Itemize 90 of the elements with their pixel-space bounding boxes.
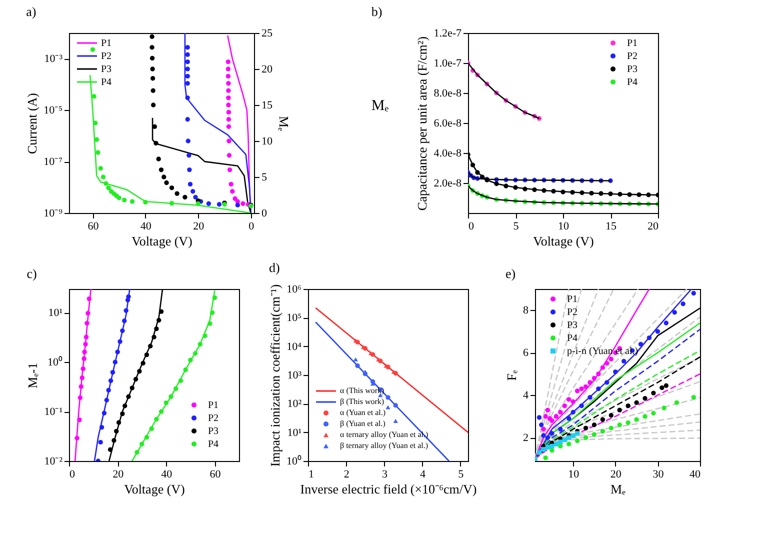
y-tick-label: 10⁴ — [286, 340, 302, 353]
y-tick-label: 10⁻² — [44, 456, 64, 468]
y-axis-title: Impact ionization coefficient(cm⁻¹) — [268, 284, 282, 467]
y-tick-label: 6.0e-8 — [434, 118, 462, 130]
legend-label: P2 — [627, 51, 638, 62]
legend-label: β (Yuan et al.) — [340, 419, 386, 428]
y-tick-label: 10³ — [287, 370, 302, 382]
y-tick-label: 8.0e-8 — [434, 88, 462, 100]
x-tick-label: 5 — [458, 468, 464, 480]
x-tick-label: 40 — [161, 468, 173, 480]
y-tick-label: 4 — [523, 390, 529, 402]
y-tick-label: 2 — [523, 432, 528, 444]
y-tick-label: 8 — [523, 304, 529, 317]
legend-label: P4 — [627, 77, 638, 88]
y2-tick-label: 5 — [262, 172, 268, 184]
x-tick-label: 0 — [248, 220, 255, 232]
y-tick-label: 1.0e-7 — [434, 58, 462, 70]
y-tick-label: 10⁻³ — [44, 53, 64, 66]
y-axis-title: Current (A) — [24, 92, 40, 154]
chart-title: d) — [269, 260, 280, 275]
x-tick-label: 40 — [140, 220, 152, 232]
legend-label: P1 — [101, 38, 112, 49]
y-axis-title: Mₑ-1 — [25, 362, 40, 388]
x-tick-label: 2 — [344, 468, 350, 480]
y-tick-label: 10⁻⁵ — [44, 104, 63, 117]
y-tick-label: 10⁵ — [286, 312, 302, 324]
y-tick-label: 10⁰ — [48, 356, 62, 369]
x-tick-label: 15 — [606, 220, 617, 232]
y-tick-label: 10⁻¹ — [44, 406, 62, 418]
y-tick-label: 4.0e-8 — [434, 148, 462, 160]
y2-tick-label: 10 — [262, 136, 273, 148]
x-tick-label: 0 — [70, 468, 76, 480]
x-tick-label: 10 — [568, 468, 580, 480]
legend-label: P1 — [567, 294, 578, 305]
legend-label: P1 — [627, 38, 638, 49]
x-tick-label: 20 — [648, 220, 659, 232]
x-tick-label: 20 — [193, 220, 205, 232]
legend-label: P3 — [101, 64, 112, 75]
x-tick-label: 60 — [210, 468, 222, 480]
chart-title: c) — [26, 266, 37, 281]
legend-label: P4 — [208, 439, 219, 450]
x-axis-title: Inverse electric field (×10⁻⁶cm/V) — [300, 482, 477, 496]
legend-label: β ternary alloy (Yuan et al.) — [340, 441, 428, 450]
y-tick-label: 6 — [523, 347, 529, 360]
x-axis-title: Voltage (V) — [132, 234, 192, 248]
x-tick-label: 40 — [690, 468, 701, 480]
x-tick-label: 60 — [88, 220, 100, 232]
chart-title: e) — [506, 266, 516, 281]
y-tick-label: 10¹ — [287, 426, 302, 439]
y-tick-label: 10² — [287, 398, 302, 410]
legend-label: P1 — [208, 400, 219, 411]
y-tick-label: 1.2e-7 — [434, 28, 462, 40]
x-axis-title: Voltage (V) — [533, 234, 594, 248]
x-tick-label: 1 — [308, 468, 314, 480]
x-axis-title: Mₑ — [610, 482, 626, 496]
x-tick-label: 0 — [468, 220, 474, 232]
y-tick-label: 10⁶ — [286, 284, 302, 296]
chart-title: a) — [26, 4, 36, 19]
x-tick-label: 30 — [652, 468, 664, 480]
legend-label: P4 — [101, 77, 112, 88]
y-axis-title: Fₑ — [504, 370, 519, 381]
y-tick-label: 10¹ — [48, 307, 62, 320]
text: Mₑ — [371, 98, 389, 114]
y2-tick-label: 0 — [262, 208, 268, 220]
y2-tick-label: 15 — [262, 100, 273, 112]
y-tick-label: 10⁰ — [286, 454, 302, 468]
y-tick-label: 10⁻⁷ — [44, 156, 63, 168]
legend-label: β (This work) — [340, 397, 384, 406]
x-tick-label: 4 — [420, 468, 426, 480]
x-tick-label: 20 — [610, 468, 622, 480]
legend-label: P3 — [208, 426, 219, 437]
x-tick-label: 10 — [558, 220, 570, 232]
x-tick-label: 20 — [112, 468, 124, 480]
x-tick-label: 5 — [513, 220, 520, 232]
legend-label: P2 — [567, 307, 578, 318]
y-tick-label: 2.0e-8 — [434, 178, 462, 190]
legend-label: P4 — [567, 333, 578, 344]
y2-tick-label: 20 — [262, 64, 273, 76]
y-axis-title: Capacitance per unit area (F/cm²) — [414, 36, 430, 211]
x-tick-label: 3 — [382, 468, 388, 480]
legend-label: P2 — [101, 51, 112, 62]
chart-title: b) — [371, 4, 382, 19]
legend-label: P3 — [567, 320, 578, 331]
x-axis-title: Voltage (V) — [124, 482, 185, 496]
y2-axis-title: Mₑ — [276, 116, 292, 132]
legend-label: P3 — [627, 64, 638, 75]
legend-label: P2 — [208, 413, 219, 424]
legend-label: α (Yuan et al.) — [340, 408, 386, 417]
y2-tick-label: 25 — [262, 28, 273, 40]
y-tick-label: 10⁻⁹ — [44, 208, 63, 220]
